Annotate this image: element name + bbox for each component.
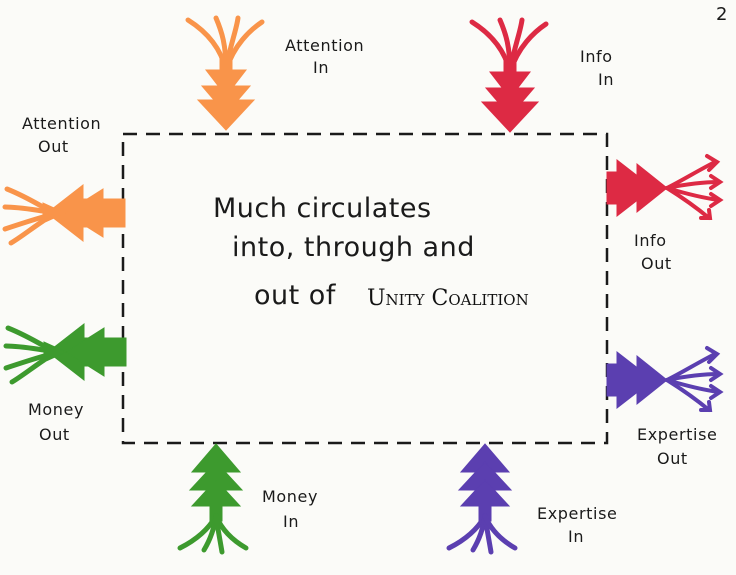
money-out-label-2: Out: [39, 425, 70, 444]
info-in-label-2: In: [598, 70, 614, 89]
money-out-label-1: Money: [28, 400, 84, 419]
info-in-label-1: Info: [580, 47, 613, 66]
attention-out-label-2: Out: [38, 137, 69, 156]
expertise-in-label-1: Expertise: [537, 504, 617, 523]
info-out-label-1: Info: [634, 231, 667, 250]
organization-name: Unity Coalition: [367, 286, 529, 311]
attention-out-label-1: Attention: [22, 114, 101, 133]
attention-in-label-2: In: [313, 58, 329, 77]
money-in-arrow: [180, 444, 246, 552]
money-in-label-1: Money: [262, 487, 318, 506]
info-in-arrow: [472, 20, 546, 132]
attention-in-label-1: Attention: [285, 36, 364, 55]
organization-box: [121, 132, 609, 445]
expertise-out-arrow: [605, 346, 722, 412]
expertise-in-arrow: [449, 444, 515, 552]
attention-out-arrow: [5, 185, 125, 243]
expertise-in-label-2: In: [568, 527, 584, 546]
info-out-arrow: [605, 154, 722, 220]
center-text-line-3: out of: [254, 280, 337, 311]
expertise-out-label-2: Out: [657, 449, 688, 468]
center-text-line-1: Much circulates: [213, 193, 432, 224]
center-text-line-2: into, through and: [232, 232, 475, 263]
attention-in-arrow: [188, 18, 262, 130]
info-out-label-2: Out: [641, 254, 672, 273]
expertise-out-label-1: Expertise: [637, 425, 717, 444]
page-number: 2: [716, 4, 727, 25]
money-out-arrow: [6, 324, 126, 382]
money-in-label-2: In: [283, 512, 299, 531]
